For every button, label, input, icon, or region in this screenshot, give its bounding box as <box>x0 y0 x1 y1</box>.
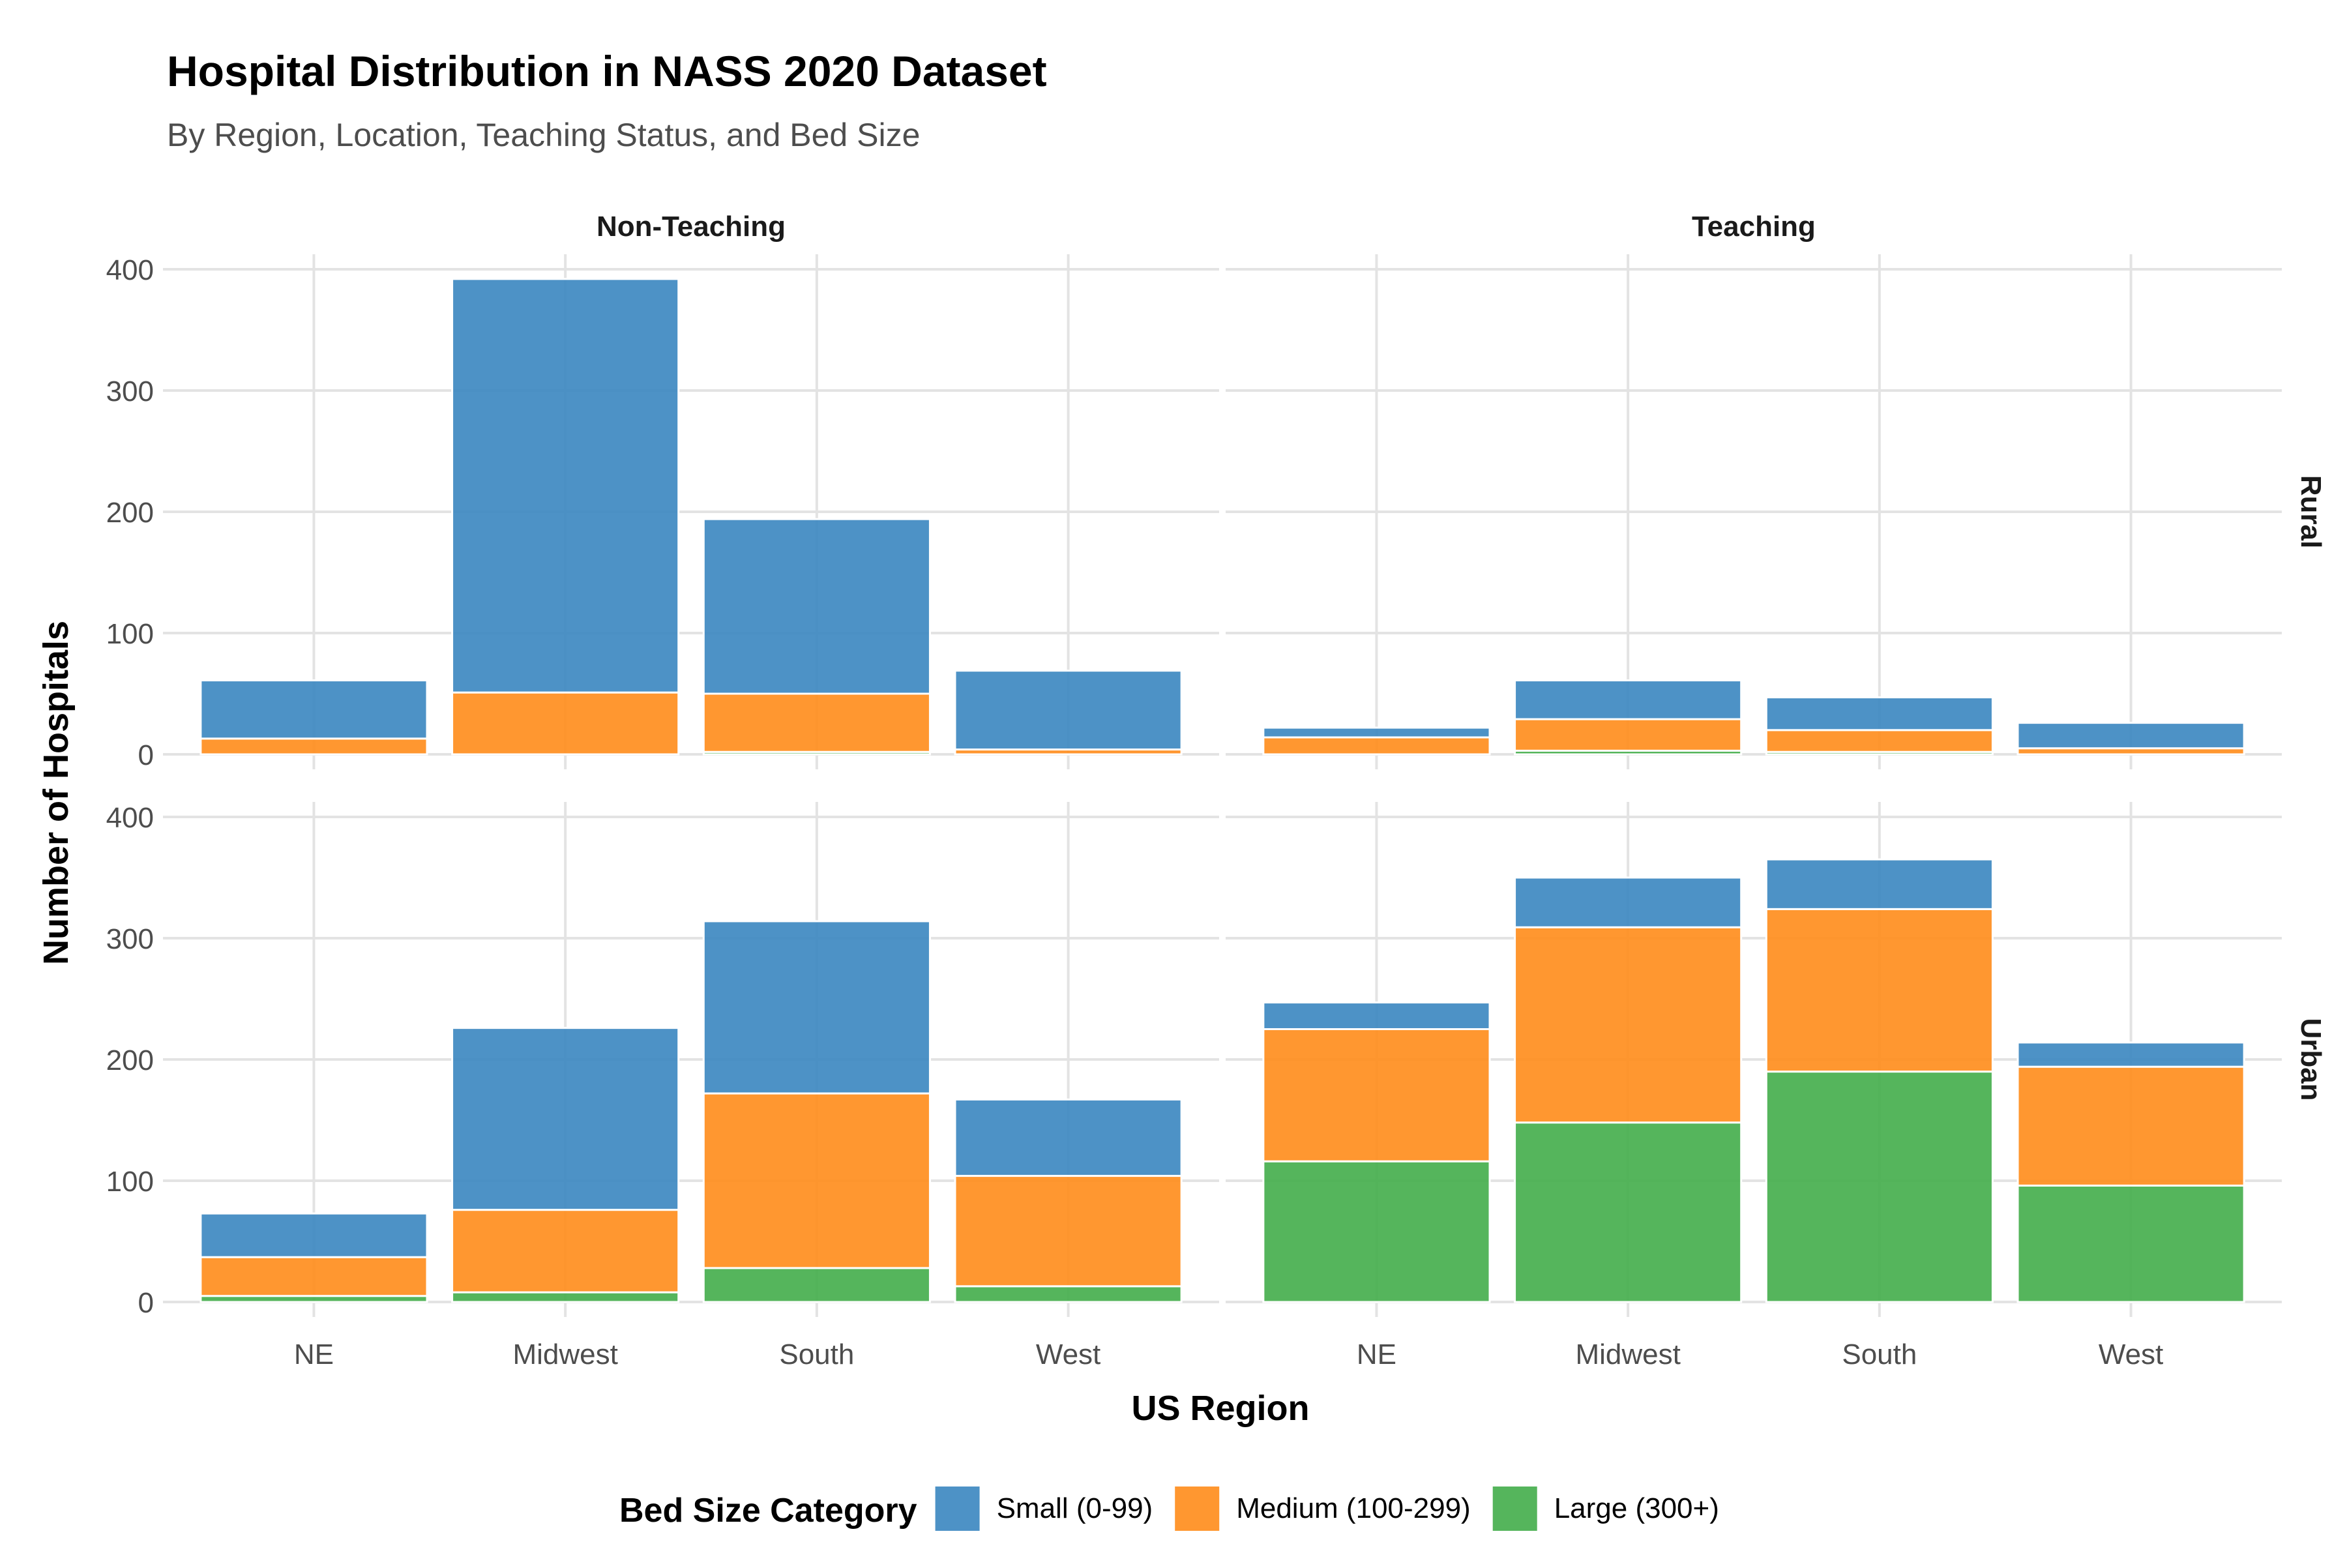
bar-teaching-rural-south-small-0-99 <box>1765 696 1994 732</box>
x-tick-label: Midwest <box>1575 1339 1680 1370</box>
bar-teaching-urban-south-small-0-99 <box>1765 858 1994 910</box>
bar-teaching-urban-south-large-300 <box>1765 1071 1994 1303</box>
chart-title: Hospital Distribution in NASS 2020 Datas… <box>167 47 1047 95</box>
bar-teaching-urban-west-medium-100-299 <box>2016 1065 2245 1187</box>
bar-teaching-urban-west-small-0-99 <box>2016 1041 2245 1068</box>
legend-title: Bed Size Category <box>619 1492 917 1530</box>
y-tick-label: 300 <box>106 923 154 955</box>
x-axis-title: US Region <box>1131 1389 1309 1428</box>
bar-teaching-urban-west-large-300 <box>2016 1184 2245 1303</box>
bar-non-teaching-rural-midwest-small-0-99 <box>451 278 680 694</box>
bar-teaching-rural-ne-medium-100-299 <box>1262 736 1491 756</box>
bar-non-teaching-urban-midwest-small-0-99 <box>451 1027 680 1211</box>
bar-non-teaching-rural-south-small-0-99 <box>702 518 931 695</box>
y-tick-label: 300 <box>106 376 154 407</box>
y-tick-label: 200 <box>106 1044 154 1076</box>
legend-label-small-0-99: Small (0-99) <box>997 1492 1153 1524</box>
x-tick-label: West <box>2099 1339 2163 1370</box>
chart-subtitle: By Region, Location, Teaching Status, an… <box>167 117 920 153</box>
bar-non-teaching-urban-midwest-medium-100-299 <box>451 1209 680 1294</box>
bar-non-teaching-urban-west-large-300 <box>954 1285 1183 1303</box>
x-tick-label: Midwest <box>512 1339 617 1370</box>
bar-teaching-rural-south-medium-100-299 <box>1765 729 1994 753</box>
bar-non-teaching-urban-south-large-300 <box>702 1267 931 1303</box>
bar-non-teaching-urban-south-small-0-99 <box>702 920 931 1095</box>
bar-non-teaching-urban-midwest-large-300 <box>451 1291 680 1303</box>
legend-swatch-small-0-99 <box>935 1487 980 1531</box>
bar-teaching-urban-midwest-large-300 <box>1514 1121 1743 1303</box>
facet-panels <box>163 254 2282 1317</box>
y-tick-label: 0 <box>138 1287 154 1319</box>
bar-teaching-rural-midwest-medium-100-299 <box>1514 718 1743 752</box>
bar-teaching-urban-midwest-small-0-99 <box>1514 876 1743 928</box>
bar-teaching-urban-ne-medium-100-299 <box>1262 1028 1491 1162</box>
bar-teaching-urban-midwest-medium-100-299 <box>1514 926 1743 1124</box>
bar-teaching-urban-ne-large-300 <box>1262 1160 1491 1303</box>
x-tick-label: NE <box>1357 1339 1396 1370</box>
legend-swatch-medium-100-299 <box>1175 1487 1220 1531</box>
bar-non-teaching-urban-ne-small-0-99 <box>199 1212 428 1258</box>
panel-non-teaching-urban <box>163 802 1219 1317</box>
y-tick-label: 100 <box>106 618 154 650</box>
facet-label-non-teaching: Non-Teaching <box>597 211 786 243</box>
facet-label-teaching: Teaching <box>1692 211 1816 243</box>
bar-non-teaching-rural-midwest-medium-100-299 <box>451 691 680 756</box>
y-tick-label: 400 <box>106 802 154 834</box>
x-tick-label: South <box>779 1339 854 1370</box>
x-tick-label: NE <box>294 1339 334 1370</box>
bar-non-teaching-rural-ne-small-0-99 <box>199 679 428 740</box>
panel-teaching-rural <box>1226 254 2282 769</box>
bar-non-teaching-rural-ne-medium-100-299 <box>199 737 428 756</box>
legend-swatch-large-300 <box>1492 1487 1537 1531</box>
legend-label-medium-100-299: Medium (100-299) <box>1236 1492 1471 1524</box>
facet-label-rural: Rural <box>2295 475 2327 548</box>
bar-non-teaching-urban-ne-medium-100-299 <box>199 1256 428 1297</box>
y-axis-title: Number of Hospitals <box>37 621 76 965</box>
y-tick-label: 100 <box>106 1166 154 1198</box>
bar-teaching-rural-west-small-0-99 <box>2016 722 2245 750</box>
x-tick-label: West <box>1036 1339 1100 1370</box>
legend: Bed Size Category Small (0-99) Medium (10… <box>619 1487 1719 1531</box>
bar-non-teaching-urban-west-small-0-99 <box>954 1098 1183 1177</box>
legend-label-large-300: Large (300+) <box>1554 1492 1719 1524</box>
panel-teaching-urban <box>1226 802 2282 1317</box>
bar-teaching-urban-south-medium-100-299 <box>1765 908 1994 1073</box>
y-tick-label: 200 <box>106 497 154 529</box>
y-tick-label: 0 <box>138 739 154 771</box>
bar-teaching-urban-ne-small-0-99 <box>1262 1001 1491 1030</box>
x-tick-label: South <box>1842 1339 1917 1370</box>
bar-teaching-rural-midwest-small-0-99 <box>1514 679 1743 720</box>
bar-non-teaching-rural-west-small-0-99 <box>954 670 1183 751</box>
y-tick-label: 400 <box>106 254 154 286</box>
facet-label-urban: Urban <box>2295 1018 2327 1101</box>
bar-teaching-rural-ne-small-0-99 <box>1262 726 1491 739</box>
bar-non-teaching-urban-west-medium-100-299 <box>954 1175 1183 1288</box>
panel-non-teaching-rural <box>163 254 1219 769</box>
bar-non-teaching-urban-south-medium-100-299 <box>702 1092 931 1269</box>
bar-non-teaching-rural-south-medium-100-299 <box>702 692 931 753</box>
